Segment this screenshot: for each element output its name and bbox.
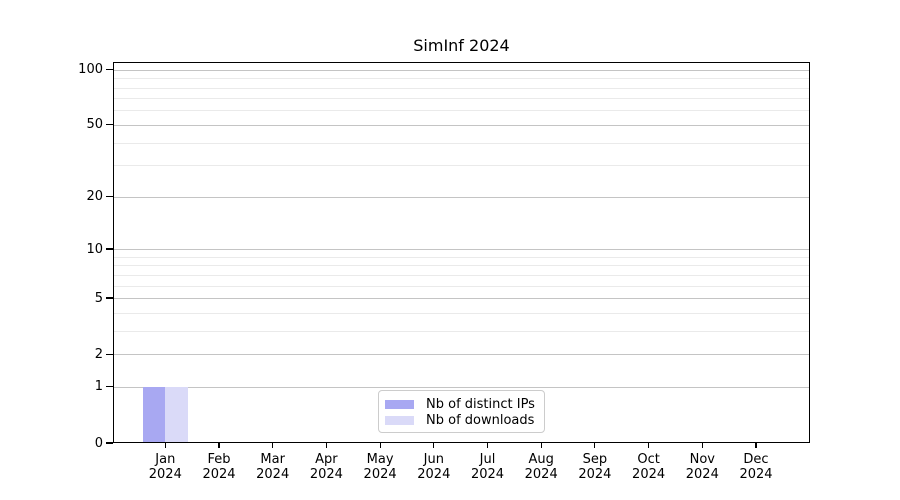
- x-tick-mark: [540, 443, 542, 448]
- x-tick-month: Nov: [689, 452, 715, 467]
- major-gridline: [113, 196, 810, 198]
- y-tick-label: 1: [94, 379, 103, 395]
- y-tick-mark: [106, 248, 113, 250]
- minor-gridline: [113, 78, 810, 80]
- y-tick-mark: [106, 196, 113, 198]
- x-tick-month: Jun: [423, 452, 444, 467]
- x-tick-mark: [218, 443, 220, 448]
- x-tick-year: 2024: [739, 467, 773, 482]
- legend-swatch-icon: [385, 399, 414, 409]
- x-tick-label-apr: Apr 2024: [299, 452, 353, 482]
- y-tick-mark: [106, 297, 113, 299]
- legend-item: Nb of distinct IPs: [385, 396, 536, 412]
- y-tick-mark: [106, 353, 113, 355]
- x-tick-month: Oct: [637, 452, 660, 467]
- legend: Nb of distinct IPs Nb of downloads: [378, 390, 545, 433]
- legend-item: Nb of downloads: [385, 412, 536, 428]
- x-tick-year: 2024: [363, 467, 397, 482]
- x-tick-year: 2024: [148, 467, 182, 482]
- x-tick-year: 2024: [685, 467, 719, 482]
- x-tick-year: 2024: [470, 467, 505, 482]
- legend-swatch-icon: [385, 415, 414, 425]
- y-tick-mark: [106, 442, 113, 444]
- x-tick-month: Feb: [207, 452, 231, 467]
- x-tick-mark: [272, 443, 274, 448]
- y-tick-label: 0: [94, 435, 103, 451]
- x-tick-month: Apr: [315, 452, 338, 467]
- x-tick-label-may: May 2024: [353, 452, 407, 482]
- x-tick-mark: [433, 443, 435, 448]
- x-tick-month: May: [366, 452, 394, 467]
- x-tick-label-feb: Feb 2024: [192, 452, 246, 482]
- y-tick-mark: [106, 386, 113, 388]
- x-tick-year: 2024: [309, 467, 343, 482]
- legend-label: Nb of distinct IPs: [426, 396, 535, 412]
- major-gridline: [113, 386, 810, 388]
- x-tick-label-jun: Jun 2024: [407, 452, 461, 482]
- x-tick-year: 2024: [578, 467, 612, 482]
- bar-jan-downloads: [165, 386, 188, 443]
- y-tick-mark: [106, 124, 113, 126]
- x-tick-label-jan: Jan 2024: [138, 452, 192, 482]
- x-tick-year: 2024: [632, 467, 666, 482]
- x-tick-month: Jan: [155, 452, 176, 467]
- x-tick-year: 2024: [256, 467, 290, 482]
- major-gridline: [113, 69, 810, 71]
- y-tick-label: 10: [86, 241, 103, 257]
- x-tick-mark: [594, 443, 596, 448]
- x-tick-label-oct: Oct 2024: [622, 452, 676, 482]
- major-gridline: [113, 249, 810, 250]
- minor-gridline: [113, 256, 810, 258]
- x-tick-label-aug: Aug 2024: [514, 452, 568, 482]
- x-tick-month: Sep: [582, 452, 608, 467]
- x-tick-month: Dec: [743, 452, 769, 467]
- legend-label: Nb of downloads: [426, 412, 535, 428]
- y-tick-label: 5: [94, 290, 103, 306]
- x-tick-label-dec: Dec 2024: [729, 452, 783, 482]
- y-tick-label: 20: [86, 189, 103, 205]
- minor-gridline: [113, 142, 810, 144]
- x-tick-month: Jul: [479, 452, 496, 467]
- x-tick-mark: [701, 443, 703, 448]
- minor-gridline: [113, 274, 810, 276]
- x-tick-year: 2024: [524, 467, 558, 482]
- minor-gridline: [113, 98, 810, 100]
- x-tick-label-nov: Nov 2024: [675, 452, 729, 482]
- x-tick-label-sep: Sep 2024: [568, 452, 622, 482]
- x-tick-year: 2024: [202, 467, 236, 482]
- x-tick-label-jul: Jul 2024: [461, 452, 515, 482]
- y-tick-mark: [106, 69, 113, 71]
- x-tick-mark: [325, 443, 327, 448]
- minor-gridline: [113, 87, 810, 89]
- minor-gridline: [113, 265, 810, 267]
- y-tick-label: 100: [78, 62, 103, 78]
- minor-gridline: [113, 330, 810, 332]
- x-tick-mark: [755, 443, 757, 448]
- y-tick-label: 2: [94, 346, 103, 362]
- x-tick-mark: [379, 443, 381, 448]
- x-tick-mark: [486, 443, 489, 448]
- x-tick-mark: [164, 443, 166, 448]
- bar-jan-distinct-ips: [142, 386, 166, 443]
- minor-gridline: [113, 312, 810, 314]
- x-tick-month: Aug: [528, 452, 554, 467]
- y-tick-label: 50: [86, 117, 103, 133]
- minor-gridline: [113, 110, 810, 112]
- x-tick-year: 2024: [417, 467, 451, 482]
- x-tick-label-mar: Mar 2024: [246, 452, 300, 482]
- x-tick-month: Mar: [260, 452, 285, 467]
- major-gridline: [113, 354, 810, 356]
- x-tick-mark: [648, 443, 650, 448]
- major-gridline: [113, 124, 810, 126]
- major-gridline: [113, 298, 810, 299]
- chart-title: SimInf 2024: [413, 36, 510, 55]
- minor-gridline: [113, 165, 810, 167]
- minor-gridline: [113, 285, 810, 287]
